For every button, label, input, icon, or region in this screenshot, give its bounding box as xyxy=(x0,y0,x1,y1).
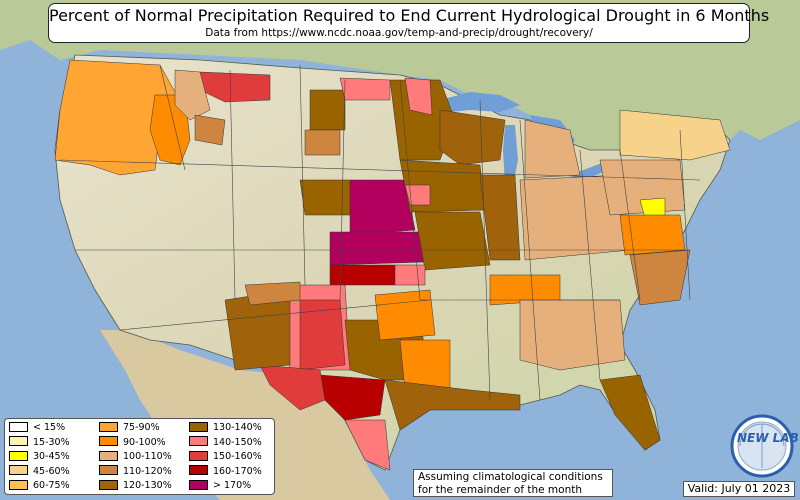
legend-item: 130-140% xyxy=(189,421,262,434)
region-illinois-brown xyxy=(479,174,521,261)
map-title: Percent of Normal Precipitation Required… xyxy=(49,6,770,25)
legend-swatch xyxy=(99,421,118,432)
legend-swatch xyxy=(9,479,28,490)
legend-swatch xyxy=(99,479,118,490)
legend-label: 150-160% xyxy=(213,451,262,462)
region-texas-red-1 xyxy=(299,299,346,371)
legend-item: 60-75% xyxy=(9,479,70,492)
legend-label: 110-120% xyxy=(123,465,172,477)
region-south-dakota-brown xyxy=(304,129,341,156)
legend: < 15% 15-30% 30-45% 45-60% 60-75% 75-90% 90-10… xyxy=(4,418,275,495)
legend-item: 160-170% xyxy=(189,465,262,478)
legend-label: 60-75% xyxy=(33,480,70,491)
drought-regions xyxy=(54,59,731,471)
mexico-landmass xyxy=(100,330,390,500)
region-florida-brown xyxy=(599,374,661,451)
logo-text: NEW LAB xyxy=(737,431,799,445)
legend-label: 160-170% xyxy=(213,465,262,477)
legend-swatch xyxy=(189,479,208,490)
legend-swatch xyxy=(99,465,118,475)
legend-item: 100-110% xyxy=(99,450,172,463)
legend-swatch xyxy=(189,436,208,446)
legend-label: < 15% xyxy=(33,422,66,433)
legend-label: 130-140% xyxy=(213,422,262,433)
valid-date: Valid: July 01 2023 xyxy=(683,481,795,497)
legend-label: 75-90% xyxy=(123,422,160,433)
legend-swatch xyxy=(9,450,28,461)
legend-item: 75-90% xyxy=(99,421,160,434)
legend-label: 120-130% xyxy=(123,480,172,491)
region-nebraska-magenta xyxy=(349,179,416,236)
region-minnesota xyxy=(389,79,456,161)
legend-item: 140-150% xyxy=(189,436,262,449)
newlab-logo xyxy=(730,414,794,478)
note-line-2: for the remainder of the month xyxy=(418,483,583,496)
legend-item: 90-100% xyxy=(99,436,166,449)
legend-label: 45-60% xyxy=(33,465,70,477)
region-wyoming-brown xyxy=(194,114,226,146)
note-box: Assuming climatological conditions for t… xyxy=(413,469,613,497)
legend-swatch xyxy=(9,436,28,446)
region-west-texas-red xyxy=(259,364,326,411)
legend-swatch xyxy=(189,421,208,432)
title-box: Percent of Normal Precipitation Required… xyxy=(48,3,770,43)
region-arkansas-orange xyxy=(374,289,436,341)
region-southeast-tan xyxy=(519,299,626,371)
region-northeast-tan xyxy=(619,109,731,161)
state-borders xyxy=(59,64,701,401)
region-wisconsin-brown xyxy=(439,109,506,166)
legend-swatch xyxy=(9,465,28,475)
legend-item: < 15% xyxy=(9,421,65,434)
region-oklahoma-pink xyxy=(394,264,426,286)
legend-label: > 170% xyxy=(213,480,252,491)
legend-label: 15-30% xyxy=(33,436,70,448)
legend-item: 150-160% xyxy=(189,450,262,463)
region-minnesota-pink xyxy=(404,77,433,116)
region-montana-tan xyxy=(174,69,211,121)
legend-label: 90-100% xyxy=(123,436,166,448)
legend-swatch xyxy=(189,450,208,461)
region-nebraska-brown xyxy=(299,179,356,216)
region-arizona-tan xyxy=(244,281,301,306)
legend-label: 140-150% xyxy=(213,436,262,448)
legend-label: 100-110% xyxy=(123,451,172,462)
region-texas-south-pink xyxy=(344,419,391,471)
legend-item: 30-45% xyxy=(9,450,70,463)
region-carolina-brown xyxy=(629,249,691,306)
region-missouri-brown xyxy=(414,211,491,271)
legend-item: 110-120% xyxy=(99,465,172,478)
region-gulf-brown xyxy=(384,379,521,431)
legend-item: > 170% xyxy=(189,479,251,492)
map-subtitle: Data from https://www.ncdc.noaa.gov/temp… xyxy=(205,27,593,39)
legend-swatch xyxy=(189,465,208,475)
region-pacific-northwest xyxy=(54,59,186,176)
region-kansas-magenta xyxy=(329,231,426,266)
legend-swatch xyxy=(9,421,28,432)
legend-label: 30-45% xyxy=(33,451,70,462)
legend-item: 45-60% xyxy=(9,465,70,478)
legend-swatch xyxy=(99,436,118,446)
region-michigan-tan xyxy=(524,119,581,179)
region-north-dakota-brown xyxy=(309,89,346,131)
note-line-1: Assuming climatological conditions xyxy=(418,471,603,483)
region-oklahoma-red xyxy=(329,264,396,286)
legend-item: 120-130% xyxy=(99,479,172,492)
region-iowa-pink xyxy=(404,184,431,206)
region-north-dakota-pink xyxy=(339,77,391,101)
legend-item: 15-30% xyxy=(9,436,70,449)
legend-swatch xyxy=(99,450,118,461)
